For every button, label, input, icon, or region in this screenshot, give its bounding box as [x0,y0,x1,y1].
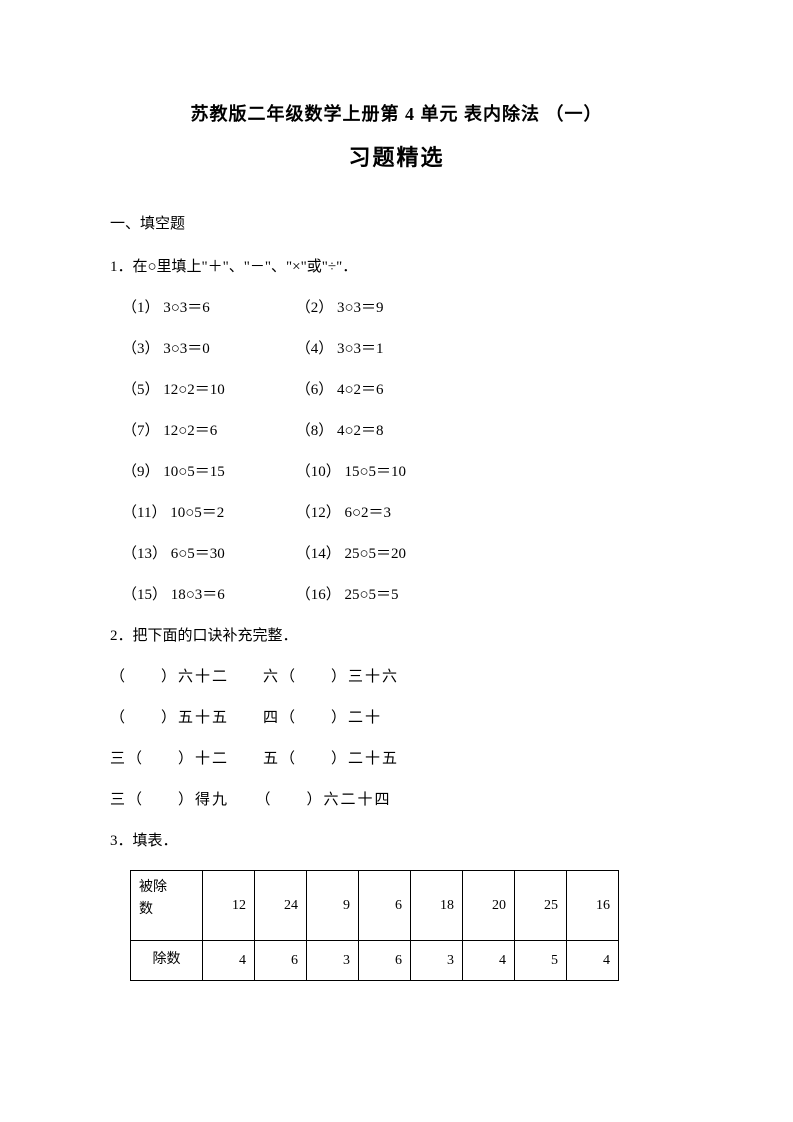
page-title-line2: 习题精选 [110,140,683,172]
eq-cell: （9） 10○5＝15 [122,460,292,481]
eq-cell: （1） 3○3＝6 [122,296,292,317]
q3-prompt: 3．填表． [110,829,683,850]
eq-cell: （5） 12○2＝10 [122,378,292,399]
q2-lines: （ ）六十二 六（ ）三十六 （ ）五十五 四（ ）二十 三（ ）十二 五（ ）… [110,665,683,809]
koujue-line: （ ）六十二 六（ ）三十六 [110,665,683,686]
eq-cell: （4） 3○3＝1 [296,337,466,358]
table-cell: 4 [203,941,255,981]
table-row: 被除 数 12 24 9 6 18 20 25 16 [131,871,619,941]
worksheet-page: 苏教版二年级数学上册第 4 单元 表内除法 （一） 习题精选 一、填空题 1．在… [0,0,793,1041]
table-cell: 18 [411,871,463,941]
eq-row: （9） 10○5＝15 （10） 15○5＝10 [110,460,683,481]
eq-cell: （14） 25○5＝20 [296,542,466,563]
eq-row: （15） 18○3＝6 （16） 25○5＝5 [110,583,683,604]
table-cell: 16 [567,871,619,941]
eq-row: （5） 12○2＝10 （6） 4○2＝6 [110,378,683,399]
koujue-line: （ ）五十五 四（ ）二十 [110,706,683,727]
q3-table-wrap: 被除 数 12 24 9 6 18 20 25 16 除数 4 6 3 6 3 … [110,870,683,981]
eq-cell: （15） 18○3＝6 [122,583,292,604]
eq-row: （13） 6○5＝30 （14） 25○5＝20 [110,542,683,563]
row-header-divisor: 除数 [131,941,203,981]
table-cell: 25 [515,871,567,941]
q3-table: 被除 数 12 24 9 6 18 20 25 16 除数 4 6 3 6 3 … [130,870,619,981]
row-header-dividend: 被除 数 [131,871,203,941]
koujue-line: 三（ ）得九 （ ）六二十四 [110,788,683,809]
hdr-text-b: 数 [139,902,153,917]
table-cell: 6 [255,941,307,981]
page-title-line1: 苏教版二年级数学上册第 4 单元 表内除法 （一） [110,100,683,126]
eq-cell: （8） 4○2＝8 [296,419,466,440]
eq-cell: （3） 3○3＝0 [122,337,292,358]
eq-row: （11） 10○5＝2 （12） 6○2＝3 [110,501,683,522]
eq-cell: （13） 6○5＝30 [122,542,292,563]
table-cell: 6 [359,871,411,941]
table-row: 除数 4 6 3 6 3 4 5 4 [131,941,619,981]
table-cell: 24 [255,871,307,941]
eq-cell: （16） 25○5＝5 [296,583,466,604]
eq-cell: （2） 3○3＝9 [296,296,466,317]
eq-cell: （11） 10○5＝2 [122,501,292,522]
eq-row: （3） 3○3＝0 （4） 3○3＝1 [110,337,683,358]
table-cell: 5 [515,941,567,981]
table-cell: 3 [411,941,463,981]
eq-row: （7） 12○2＝6 （8） 4○2＝8 [110,419,683,440]
q2-prompt: 2．把下面的口诀补充完整． [110,624,683,645]
eq-row: （1） 3○3＝6 （2） 3○3＝9 [110,296,683,317]
table-cell: 9 [307,871,359,941]
koujue-line: 三（ ）十二 五（ ）二十五 [110,747,683,768]
table-cell: 12 [203,871,255,941]
table-cell: 3 [307,941,359,981]
eq-cell: （12） 6○2＝3 [296,501,466,522]
section-1-heading: 一、填空题 [110,212,683,233]
eq-cell: （10） 15○5＝10 [296,460,466,481]
q1-prompt: 1．在○里填上"＋"、"－"、"×"或"÷"． [110,255,683,276]
table-cell: 20 [463,871,515,941]
table-cell: 4 [567,941,619,981]
table-cell: 6 [359,941,411,981]
eq-cell: （7） 12○2＝6 [122,419,292,440]
eq-cell: （6） 4○2＝6 [296,378,466,399]
table-cell: 4 [463,941,515,981]
q1-equations: （1） 3○3＝6 （2） 3○3＝9 （3） 3○3＝0 （4） 3○3＝1 … [110,296,683,604]
hdr-text-a: 被除 [139,880,167,895]
